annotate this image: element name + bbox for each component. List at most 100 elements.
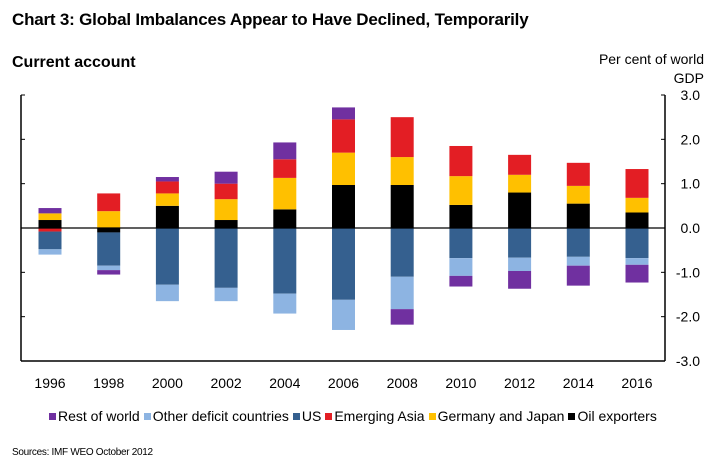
legend-swatch bbox=[292, 412, 300, 420]
bar-segment-emerging-asia-2008 bbox=[390, 117, 414, 158]
x-tick-label: 1998 bbox=[93, 375, 124, 391]
y-axis-unit-label: Per cent of world GDP bbox=[599, 50, 704, 88]
bar-segment-germany-and-japan-2002 bbox=[214, 199, 238, 221]
bar-segment-emerging-asia-1996 bbox=[38, 228, 62, 232]
bar-segment-us-2004 bbox=[273, 228, 297, 294]
unit-line-2: GDP bbox=[673, 70, 704, 86]
bar-segment-rest-of-world-1996 bbox=[38, 208, 62, 214]
bar-segment-germany-and-japan-2014 bbox=[566, 185, 590, 204]
bar-segment-oil-exporters-2008 bbox=[390, 184, 414, 228]
bar-segment-us-2006 bbox=[332, 228, 355, 300]
bar-segment-emerging-asia-2014 bbox=[566, 162, 590, 186]
bar-segment-us-2014 bbox=[566, 228, 590, 257]
y-tick-label: -2.0 bbox=[676, 309, 700, 325]
y-tick-label: 3.0 bbox=[681, 87, 701, 103]
legend-item: US bbox=[292, 408, 322, 424]
bar-segment-us-2008 bbox=[390, 228, 414, 277]
bar-segment-germany-and-japan-1996 bbox=[38, 213, 62, 221]
bar-segment-oil-exporters-2012 bbox=[508, 192, 532, 228]
bar-segment-other-deficit-countries-2002 bbox=[214, 287, 238, 302]
bar-segment-rest-of-world-2016 bbox=[625, 264, 649, 283]
x-tick-label: 2012 bbox=[504, 375, 535, 391]
bar-segment-emerging-asia-2010 bbox=[449, 145, 473, 177]
bar-segment-oil-exporters-2004 bbox=[273, 209, 297, 228]
bar-segment-rest-of-world-2006 bbox=[332, 107, 355, 120]
bar-segment-rest-of-world-2012 bbox=[508, 271, 532, 289]
bar-segment-us-1998 bbox=[97, 232, 121, 266]
bar-segment-oil-exporters-2002 bbox=[214, 220, 238, 228]
bar-segment-other-deficit-countries-2014 bbox=[566, 256, 590, 266]
bar-segment-oil-exporters-2010 bbox=[449, 204, 473, 228]
x-tick-label: 2008 bbox=[387, 375, 418, 391]
bar-segment-oil-exporters-1998 bbox=[97, 228, 121, 233]
bar-segment-germany-and-japan-2016 bbox=[625, 197, 649, 213]
bar-segment-emerging-asia-2002 bbox=[214, 183, 238, 200]
legend-swatch bbox=[325, 412, 333, 420]
x-ticks-group: 1996 1998 2000 2002 2004 2006 2008 2010 2012 2014… bbox=[34, 375, 652, 391]
chart-title: Chart 3: Global Imbalances Appear to Hav… bbox=[12, 10, 529, 29]
bar-segment-rest-of-world-2002 bbox=[214, 171, 238, 184]
y-tick-label: 1.0 bbox=[681, 176, 701, 192]
bar-segment-other-deficit-countries-2006 bbox=[332, 299, 355, 330]
bar-segment-emerging-asia-2012 bbox=[508, 154, 532, 175]
bar-segment-oil-exporters-1996 bbox=[38, 220, 62, 228]
chart-subtitle: Current account bbox=[12, 54, 136, 71]
x-tick-label: 2004 bbox=[269, 375, 300, 391]
y-tick-label: 0.0 bbox=[681, 220, 701, 236]
legend-label: Emerging Asia bbox=[334, 408, 425, 424]
bar-segment-us-2002 bbox=[214, 228, 238, 288]
bar-segment-us-1996 bbox=[38, 231, 62, 250]
legend-item: Oil exporters bbox=[568, 408, 657, 424]
legend-item: Emerging Asia bbox=[325, 408, 425, 424]
bar-segment-rest-of-world-2010 bbox=[449, 275, 473, 287]
bar-segment-emerging-asia-2006 bbox=[332, 119, 355, 153]
bar-segment-other-deficit-countries-2016 bbox=[625, 258, 649, 265]
legend-label: Rest of world bbox=[58, 408, 140, 424]
x-tick-label: 2010 bbox=[445, 375, 476, 391]
legend-label: US bbox=[301, 408, 322, 424]
legend-label: Other deficit countries bbox=[152, 408, 289, 424]
bar-segment-us-2000 bbox=[155, 228, 179, 285]
legend-swatch bbox=[568, 412, 576, 420]
bar-segment-germany-and-japan-2000 bbox=[155, 193, 179, 206]
bars-group bbox=[38, 107, 649, 330]
x-tick-label: 2006 bbox=[328, 375, 359, 391]
bar-segment-us-2012 bbox=[508, 228, 532, 258]
bar-segment-germany-and-japan-2008 bbox=[390, 157, 414, 185]
y-tick-label: -1.0 bbox=[676, 264, 700, 280]
bar-segment-other-deficit-countries-2010 bbox=[449, 258, 473, 276]
bar-segment-other-deficit-countries-1998 bbox=[97, 265, 121, 271]
bar-segment-germany-and-japan-2012 bbox=[508, 174, 532, 193]
legend-label: Oil exporters bbox=[577, 408, 657, 424]
bar-segment-emerging-asia-2000 bbox=[155, 181, 179, 194]
legend-swatch bbox=[143, 412, 151, 420]
bar-segment-other-deficit-countries-2012 bbox=[508, 257, 532, 272]
bar-segment-oil-exporters-2006 bbox=[332, 184, 355, 228]
x-tick-label: 2014 bbox=[563, 375, 594, 391]
x-tick-label: 1996 bbox=[34, 375, 65, 391]
y-tick-label: 2.0 bbox=[681, 131, 701, 147]
x-tick-label: 2016 bbox=[621, 375, 652, 391]
bar-segment-other-deficit-countries-2004 bbox=[273, 293, 297, 314]
legend-swatch bbox=[49, 412, 56, 420]
y-tick-label: -3.0 bbox=[676, 353, 700, 369]
bar-segment-other-deficit-countries-2008 bbox=[390, 276, 414, 310]
legend: Rest of world Other deficit countries US Em… bbox=[49, 408, 661, 424]
bar-segment-us-2016 bbox=[625, 228, 649, 259]
bar-segment-germany-and-japan-2010 bbox=[449, 176, 473, 205]
bar-segment-oil-exporters-2014 bbox=[566, 203, 590, 228]
x-tick-label: 2002 bbox=[211, 375, 242, 391]
bar-segment-rest-of-world-2004 bbox=[273, 142, 297, 160]
bar-segment-oil-exporters-2000 bbox=[155, 205, 179, 228]
unit-line-1: Per cent of world bbox=[598, 51, 704, 67]
y-ticks-group: 3.0 2.0 1.0 0.0 -1.0 -2.0 -3.0 bbox=[21, 87, 700, 369]
legend-swatch bbox=[428, 412, 436, 420]
bar-segment-rest-of-world-2014 bbox=[566, 265, 590, 286]
bar-segment-oil-exporters-2016 bbox=[625, 212, 649, 228]
bar-segment-emerging-asia-2004 bbox=[273, 159, 297, 178]
legend-label: Germany and Japan bbox=[437, 408, 565, 424]
bar-segment-emerging-asia-2016 bbox=[625, 169, 649, 198]
bar-segment-germany-and-japan-1998 bbox=[97, 211, 121, 228]
bar-segment-emerging-asia-1998 bbox=[97, 193, 121, 212]
